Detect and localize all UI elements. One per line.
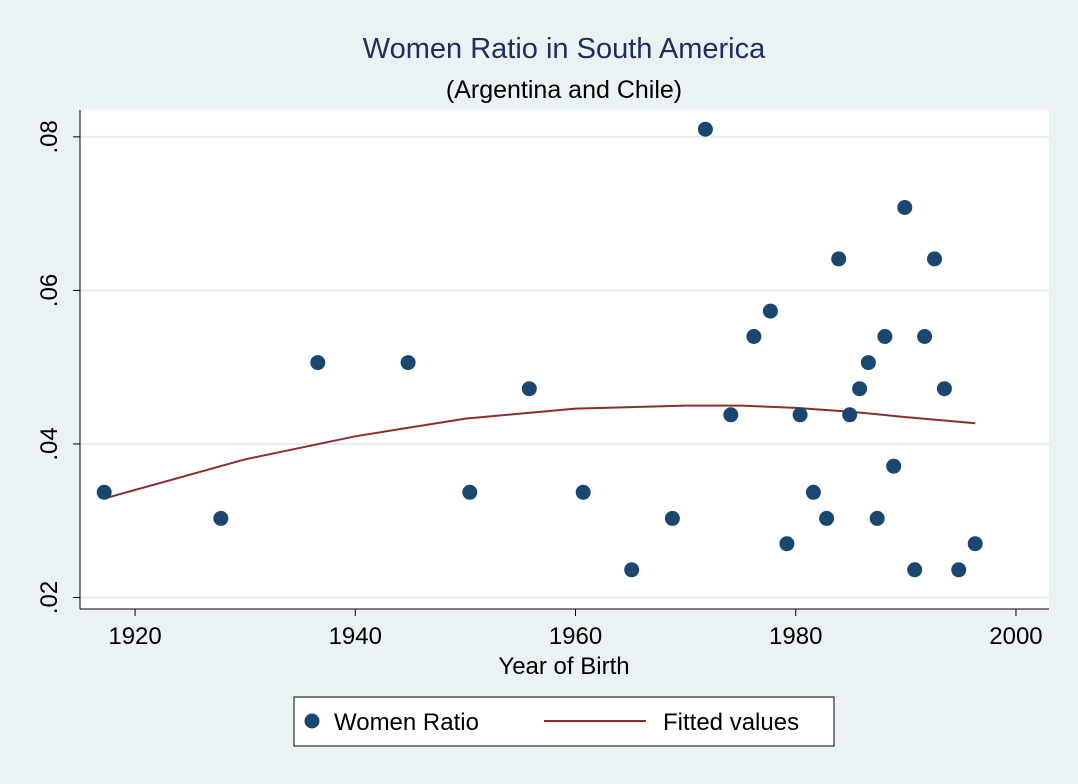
y-tick-label: .06 xyxy=(36,274,63,307)
data-point xyxy=(762,303,778,319)
data-point xyxy=(886,458,902,474)
data-point xyxy=(951,562,967,578)
y-tick-label: .08 xyxy=(36,120,63,153)
data-point xyxy=(462,484,478,500)
points-layer xyxy=(96,121,983,578)
x-tick-label: 1960 xyxy=(549,623,602,650)
data-point xyxy=(877,329,893,344)
legend: Women Ratio Fitted values xyxy=(293,696,835,747)
x-tick-label: 1920 xyxy=(108,623,161,650)
data-point xyxy=(779,536,795,552)
fit-layer xyxy=(103,404,976,500)
data-point xyxy=(936,381,952,397)
data-point xyxy=(400,355,416,371)
chart-subtitle: (Argentina and Chile) xyxy=(446,76,682,104)
data-point xyxy=(897,200,913,215)
data-point xyxy=(819,510,835,526)
data-point xyxy=(967,536,983,552)
x-tick-label: 1940 xyxy=(329,623,382,650)
fitted-values-line xyxy=(103,404,976,500)
legend-marker-women-ratio xyxy=(304,713,320,729)
y-tick-label: .02 xyxy=(36,581,63,614)
x-tick-label: 1980 xyxy=(769,623,822,650)
legend-label-fitted-values: Fitted values xyxy=(663,709,799,736)
data-point xyxy=(842,407,858,423)
data-point xyxy=(792,407,808,423)
axes-layer xyxy=(79,110,1049,610)
data-point xyxy=(575,484,591,500)
legend-label-women-ratio: Women Ratio xyxy=(334,709,479,736)
data-point xyxy=(927,251,942,267)
data-point xyxy=(624,562,640,578)
data-point xyxy=(907,562,923,578)
data-point xyxy=(805,484,821,500)
y-tick-label: .04 xyxy=(36,427,63,460)
x-tick-label: 2000 xyxy=(989,623,1042,650)
data-point xyxy=(917,329,933,344)
data-point xyxy=(860,355,876,371)
data-point xyxy=(213,510,229,526)
data-point xyxy=(697,121,713,137)
data-point xyxy=(746,329,762,344)
data-point xyxy=(664,510,680,526)
data-point xyxy=(852,381,868,397)
data-point xyxy=(831,251,847,267)
x-axis-label: Year of Birth xyxy=(498,653,629,680)
plot-area xyxy=(80,110,1049,609)
chart-title: Women Ratio in South America xyxy=(363,33,766,65)
data-point xyxy=(869,510,885,526)
data-point xyxy=(521,381,537,397)
grid-lines xyxy=(80,135,1049,599)
data-point xyxy=(723,407,739,423)
x-ticks: 1920 1940 1960 1980 2000 xyxy=(108,609,1043,650)
data-point xyxy=(310,355,326,371)
y-ticks: .02 .04 .06 .08 xyxy=(36,120,80,614)
data-point xyxy=(96,484,112,500)
